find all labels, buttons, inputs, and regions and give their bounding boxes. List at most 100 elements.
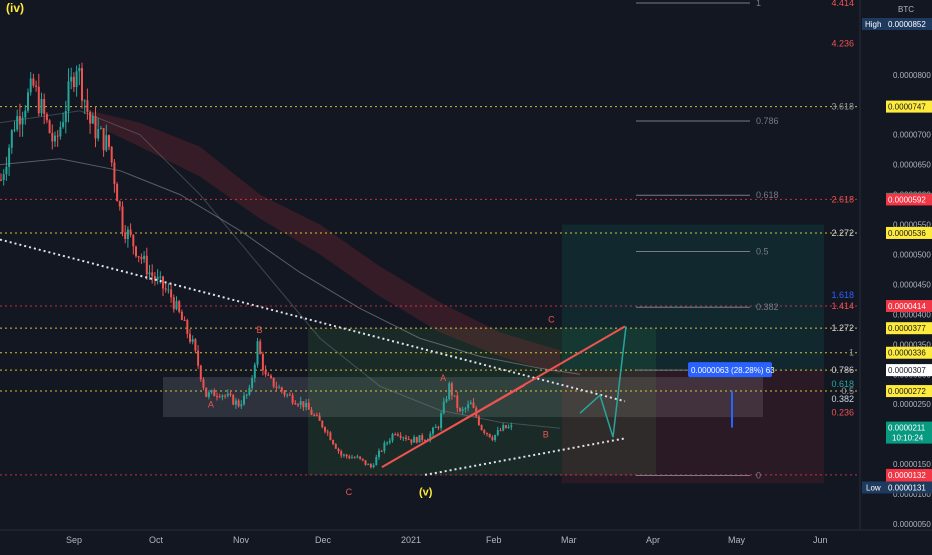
candle-body: [324, 427, 326, 432]
price-tick-label: 0.0000350: [893, 340, 931, 349]
price-tick-label: 0.0000400: [893, 310, 931, 319]
candle-body: [391, 434, 394, 441]
price-tick-label: 0.0000450: [893, 280, 931, 289]
price-tag-text: 0.0000592: [888, 195, 926, 204]
fib-label: 0.382: [756, 302, 779, 312]
candle-body: [396, 434, 399, 436]
candle-body: [494, 434, 497, 441]
candle-body: [351, 457, 353, 459]
candle-body: [421, 435, 424, 441]
candle-body: [302, 401, 305, 408]
price-tag-bg: [886, 300, 932, 313]
candle-body: [429, 433, 432, 441]
candle-body: [48, 120, 51, 134]
price-tag-bg: [886, 100, 932, 113]
candle-body: [172, 297, 175, 310]
time-tick-label: Apr: [646, 535, 660, 545]
candle-body: [380, 450, 383, 452]
candle-body: [418, 435, 421, 443]
candle-body: [27, 92, 29, 111]
candle-body: [329, 432, 332, 441]
price-tag-text: 0.0000307: [888, 366, 926, 375]
candle-body: [167, 289, 170, 291]
fib-label: 1: [756, 0, 761, 8]
candle-body: [151, 272, 154, 277]
candle-body: [442, 401, 445, 414]
candle-body: [205, 387, 208, 397]
candle-body: [356, 456, 359, 458]
candle-body: [491, 437, 494, 441]
candle-body: [81, 68, 83, 101]
extension-label: 2.618: [831, 194, 854, 204]
candle-body: [10, 130, 13, 148]
candle-body: [318, 415, 321, 421]
candle-body: [97, 128, 100, 139]
candle-body: [264, 370, 267, 375]
price-tick-label: 0.0000700: [893, 131, 931, 140]
price-tag-bg: [886, 322, 932, 335]
candle-body: [37, 86, 40, 114]
price-tag-bg: [886, 385, 932, 398]
candle-body: [164, 288, 167, 290]
candle-body: [35, 85, 38, 87]
price-tag-bg: [886, 364, 932, 377]
candle-body: [5, 166, 8, 175]
candle-body: [280, 387, 283, 392]
price-tag-countdown: 10:10:24: [892, 434, 924, 443]
candle-body: [456, 395, 459, 409]
extension-label: 0.236: [831, 408, 854, 418]
candle-body: [469, 402, 472, 405]
candle-body: [480, 424, 483, 431]
extension-label: 1.618: [831, 290, 854, 300]
candle-body: [243, 395, 245, 405]
candle-body: [467, 404, 470, 409]
candle-body: [78, 68, 81, 72]
ascending-trendline[interactable]: [424, 437, 626, 476]
extension-label: 1.272: [831, 323, 854, 333]
candle-body: [108, 135, 110, 147]
time-axis: Sep Oct Nov Dec 2021 Feb Mar Apr May Jun: [0, 529, 932, 545]
candle-body: [245, 394, 248, 396]
candle-body: [99, 128, 102, 130]
candle-body: [43, 99, 46, 115]
candle-body: [256, 341, 259, 365]
extension-label: 4.236: [831, 39, 854, 49]
candle-body: [124, 232, 127, 239]
candle-body: [445, 399, 448, 402]
candle-body: [121, 206, 124, 233]
profit-zone: [562, 224, 824, 371]
candle-body: [410, 439, 413, 443]
candle-body: [369, 464, 372, 468]
candle-body: [110, 146, 113, 163]
candle-body: [253, 364, 256, 379]
candle-body: [353, 457, 356, 459]
price-tick-label: 0.0000650: [893, 161, 931, 170]
candle-body: [191, 339, 194, 342]
candle-body: [275, 386, 278, 388]
price-tick-label: 0.0000100: [893, 490, 931, 499]
candle-body: [315, 415, 318, 417]
channel-base-line: [381, 384, 526, 468]
candle-body: [56, 135, 59, 137]
projection-path: [579, 326, 627, 438]
low-tag-value: 0.0000131: [888, 484, 926, 493]
price-tag-bg: [886, 346, 932, 359]
ichimoku-cloud: [90, 110, 560, 375]
extension-label: 2.272: [831, 228, 854, 238]
wave-point-label: C: [346, 487, 353, 497]
price-tag-bg: [886, 226, 932, 239]
price-tag-text: 0.0000747: [888, 103, 926, 112]
candle-body: [423, 440, 426, 442]
candle-body: [116, 183, 119, 202]
candle-body: [0, 179, 2, 181]
candle-body: [148, 272, 151, 275]
wave-label-v: (v): [419, 487, 433, 499]
candle-body: [510, 425, 513, 427]
candle-body: [278, 387, 281, 389]
candle-body: [221, 395, 224, 397]
candle-body: [153, 276, 156, 280]
price-tick-label: 0.0000800: [893, 71, 931, 80]
candle-body: [102, 128, 105, 151]
